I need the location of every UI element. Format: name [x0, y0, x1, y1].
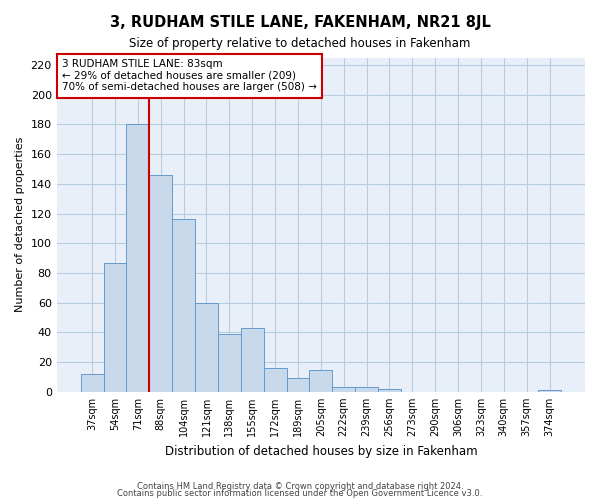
Bar	[538, 390, 561, 392]
X-axis label: Distribution of detached houses by size in Fakenham: Distribution of detached houses by size …	[164, 444, 477, 458]
Bar	[287, 378, 310, 392]
Bar	[332, 388, 355, 392]
Text: Contains HM Land Registry data © Crown copyright and database right 2024.: Contains HM Land Registry data © Crown c…	[137, 482, 463, 491]
Bar	[218, 334, 241, 392]
Text: 3, RUDHAM STILE LANE, FAKENHAM, NR21 8JL: 3, RUDHAM STILE LANE, FAKENHAM, NR21 8JL	[110, 15, 490, 30]
Bar	[80, 374, 104, 392]
Bar	[172, 220, 195, 392]
Bar	[310, 370, 332, 392]
Y-axis label: Number of detached properties: Number of detached properties	[15, 137, 25, 312]
Text: 3 RUDHAM STILE LANE: 83sqm
← 29% of detached houses are smaller (209)
70% of sem: 3 RUDHAM STILE LANE: 83sqm ← 29% of deta…	[62, 59, 317, 92]
Bar	[104, 262, 127, 392]
Bar	[355, 388, 378, 392]
Bar	[127, 124, 149, 392]
Bar	[263, 368, 287, 392]
Bar	[195, 302, 218, 392]
Text: Size of property relative to detached houses in Fakenham: Size of property relative to detached ho…	[130, 38, 470, 51]
Bar	[149, 175, 172, 392]
Text: Contains public sector information licensed under the Open Government Licence v3: Contains public sector information licen…	[118, 490, 482, 498]
Bar	[241, 328, 263, 392]
Bar	[378, 389, 401, 392]
